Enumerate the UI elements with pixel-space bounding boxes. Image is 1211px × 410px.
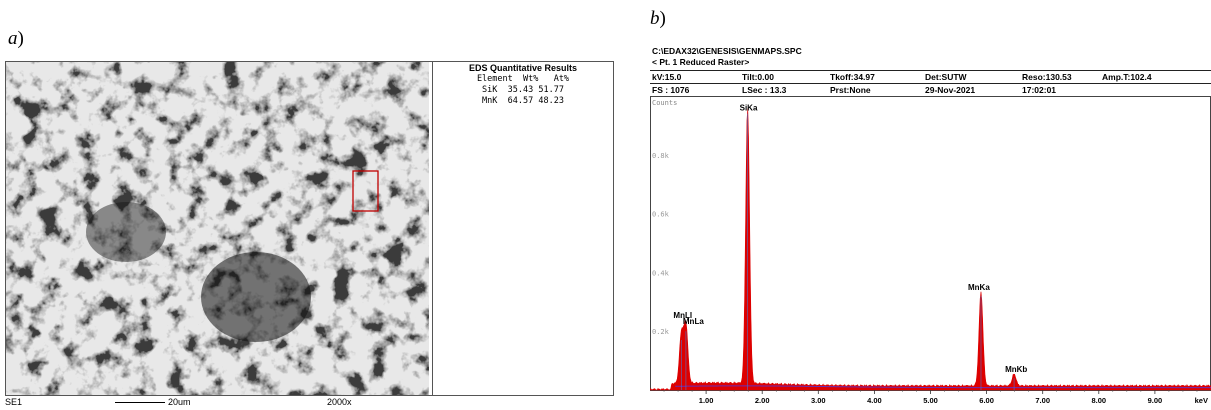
y-tick-label: 0.8k	[652, 152, 670, 160]
peak-label-mnkb: MnKb	[1005, 365, 1027, 374]
scale-bar-label: 20um	[168, 397, 191, 407]
x-tick-label: 4.00	[867, 396, 882, 405]
x-tick-label: 1.00	[699, 396, 714, 405]
x-tick-label: 8.00	[1091, 396, 1106, 405]
peak-label-mnll: MnLl	[673, 311, 692, 320]
peak-label-mnla: MnLa	[683, 317, 704, 326]
x-tick-label: 9.00	[1148, 396, 1163, 405]
panel-a-label: a)	[8, 28, 24, 49]
background-trace	[675, 385, 1211, 389]
peak-label-mnka: MnKa	[968, 283, 990, 292]
param-kv: kV:15.0	[652, 72, 682, 82]
detector-label: SE1	[5, 397, 23, 407]
y-axis-label: Counts	[652, 99, 677, 107]
x-tick-label: 6.00	[979, 396, 994, 405]
spectrum-header: C:\EDAX32\GENESIS\GENMAPS.SPC < Pt. 1 Re…	[650, 46, 1211, 97]
scale-bar	[115, 402, 165, 403]
param-time: 17:02:01	[1022, 85, 1057, 95]
plot-frame	[650, 96, 1211, 391]
eds-table-title: EDS Quantitative Results	[468, 63, 578, 73]
header-rule	[650, 70, 1211, 71]
x-tick-label: 5.00	[923, 396, 938, 405]
eds-table-header: Element Wt% At%	[476, 74, 570, 84]
param-amp: Amp.T:102.4	[1102, 72, 1152, 82]
param-fs: FS : 1076	[652, 85, 690, 95]
spectrum-subtitle: < Pt. 1 Reduced Raster>	[652, 57, 750, 67]
param-prst: Prst:None	[830, 85, 871, 95]
y-tick-label: 0.6k	[652, 211, 670, 219]
x-tick-label: 3.00	[811, 396, 826, 405]
param-tkoff: Tkoff:34.97	[830, 72, 875, 82]
param-date: 29-Nov-2021	[925, 85, 976, 95]
analysis-region-marker	[352, 170, 379, 212]
magnification-label: 2000x	[327, 397, 352, 407]
peak-label-sika: SiKa	[740, 104, 758, 113]
x-axis-label: keV	[1195, 396, 1208, 405]
param-reso: Reso:130.53	[1022, 72, 1072, 82]
eds-table-row: MnK 64.57 48.23	[482, 96, 564, 106]
y-tick-label: 0.4k	[652, 269, 670, 277]
y-tick-label: 0.2k	[652, 328, 670, 336]
sem-footer: SE1 20um 2000x	[5, 396, 614, 410]
spectrum-area	[650, 108, 1211, 391]
sem-micrograph	[6, 62, 429, 395]
spectrum-file-path: C:\EDAX32\GENESIS\GENMAPS.SPC	[652, 46, 802, 56]
param-det: Det:SUTW	[925, 72, 967, 82]
param-lsec: LSec : 13.3	[742, 85, 787, 95]
header-rule	[650, 83, 1211, 84]
eds-results-table: EDS Quantitative Results Element Wt% At%…	[432, 62, 613, 395]
sem-panel: EDS Quantitative Results Element Wt% At%…	[5, 61, 614, 396]
spectrum-panel: C:\EDAX32\GENESIS\GENMAPS.SPC < Pt. 1 Re…	[650, 46, 1211, 410]
eds-table-row: SiK 35.43 51.77	[482, 85, 564, 95]
x-tick-label: 2.00	[755, 396, 770, 405]
param-tilt: Tilt:0.00	[742, 72, 774, 82]
panel-b-label: b)	[650, 8, 666, 29]
x-tick-label: 7.00	[1035, 396, 1050, 405]
